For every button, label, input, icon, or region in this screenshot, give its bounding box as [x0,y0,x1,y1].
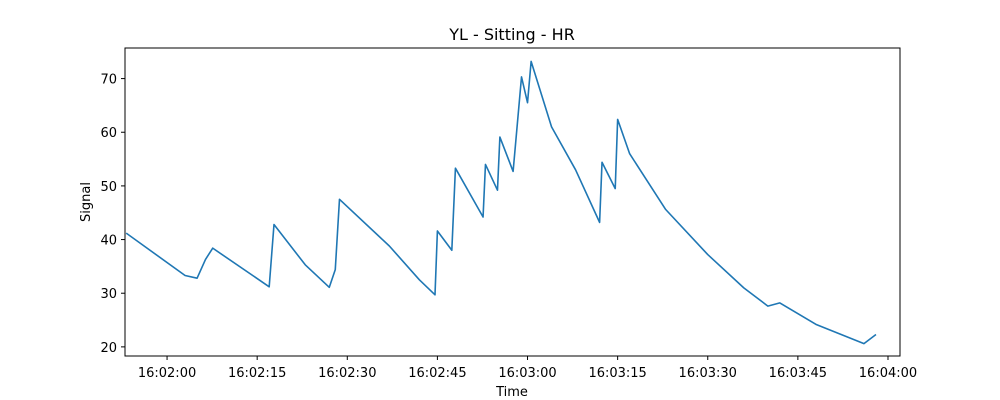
x-tick-label: 16:03:45 [769,366,827,381]
x-tick-label: 16:03:15 [588,366,646,381]
x-tick-label: 16:02:00 [138,366,196,381]
plot-area-frame [124,47,901,357]
series-layer [125,60,877,345]
x-tick-label: 16:03:00 [498,366,556,381]
x-tick-label: 16:03:30 [679,366,737,381]
x-tick-label: 16:02:15 [228,366,286,381]
y-tick-label: 70 [100,73,117,88]
x-tick-label: 16:04:00 [859,366,917,381]
y-tick-label: 50 [100,180,117,195]
y-tick-label: 60 [100,126,117,141]
y-tick-label: 30 [100,287,117,302]
x-tick-label: 16:02:45 [408,366,466,381]
y-axis-label: Signal [79,182,94,222]
y-tick-label: 40 [100,234,117,249]
y-tick-label: 20 [100,341,117,356]
x-tick-label: 16:02:30 [318,366,376,381]
series-line [125,60,877,345]
chart-title: YL - Sitting - HR [448,25,575,44]
x-axis-ticks: 16:02:00 16:02:15 16:02:30 16:02:45 16:03:00… [138,356,917,381]
x-axis-label: Time [495,385,528,400]
y-axis-ticks: 20 30 40 50 60 70 [100,73,125,356]
